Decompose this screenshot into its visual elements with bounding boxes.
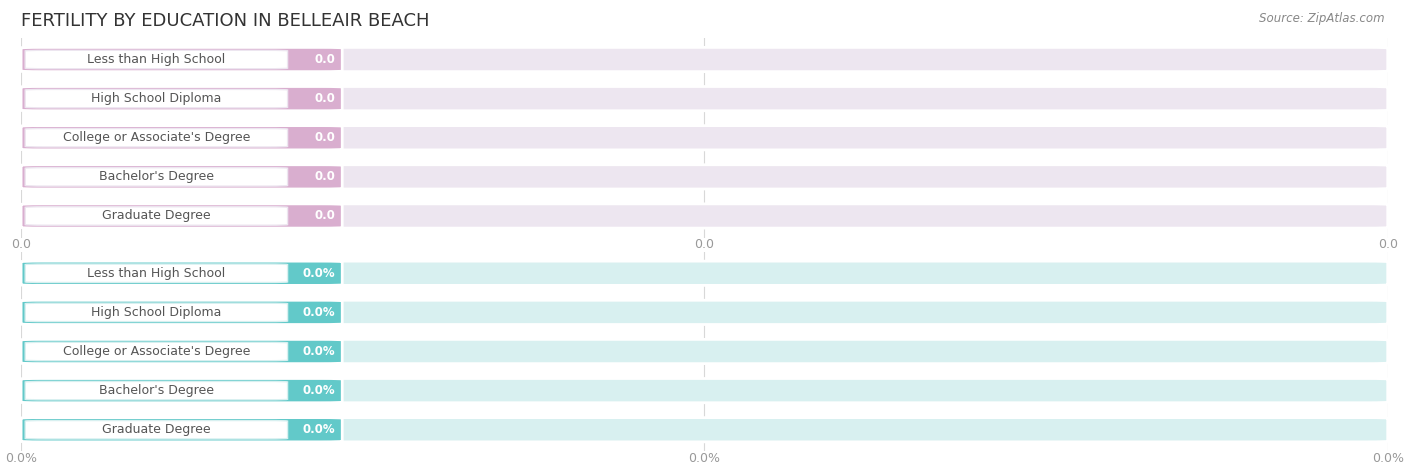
FancyBboxPatch shape <box>21 48 342 72</box>
Text: 0.0%: 0.0% <box>302 384 336 397</box>
FancyBboxPatch shape <box>21 204 342 228</box>
Text: 0.0: 0.0 <box>315 92 336 105</box>
Text: Less than High School: Less than High School <box>87 267 225 280</box>
FancyBboxPatch shape <box>25 420 288 439</box>
FancyBboxPatch shape <box>25 342 288 361</box>
FancyBboxPatch shape <box>25 264 288 283</box>
FancyBboxPatch shape <box>21 86 342 111</box>
Text: Graduate Degree: Graduate Degree <box>103 423 211 436</box>
Text: College or Associate's Degree: College or Associate's Degree <box>63 345 250 358</box>
Text: High School Diploma: High School Diploma <box>91 306 222 319</box>
Text: Graduate Degree: Graduate Degree <box>103 209 211 222</box>
Text: Less than High School: Less than High School <box>87 53 225 66</box>
FancyBboxPatch shape <box>21 86 1388 111</box>
Text: High School Diploma: High School Diploma <box>91 92 222 105</box>
FancyBboxPatch shape <box>21 125 1388 150</box>
FancyBboxPatch shape <box>25 129 288 147</box>
Text: 0.0: 0.0 <box>11 238 31 251</box>
FancyBboxPatch shape <box>21 165 342 189</box>
Text: 0.0%: 0.0% <box>689 452 720 465</box>
FancyBboxPatch shape <box>21 379 1388 403</box>
FancyBboxPatch shape <box>21 125 342 150</box>
FancyBboxPatch shape <box>21 418 1388 442</box>
Text: 0.0: 0.0 <box>1378 238 1398 251</box>
Text: 0.0%: 0.0% <box>6 452 37 465</box>
FancyBboxPatch shape <box>21 339 1388 364</box>
FancyBboxPatch shape <box>21 261 342 285</box>
Text: 0.0: 0.0 <box>315 209 336 222</box>
Text: FERTILITY BY EDUCATION IN BELLEAIR BEACH: FERTILITY BY EDUCATION IN BELLEAIR BEACH <box>21 12 430 30</box>
Text: Bachelor's Degree: Bachelor's Degree <box>98 171 214 183</box>
FancyBboxPatch shape <box>21 261 1388 285</box>
Text: 0.0: 0.0 <box>315 171 336 183</box>
Text: 0.0%: 0.0% <box>302 267 336 280</box>
FancyBboxPatch shape <box>25 168 288 186</box>
Text: Source: ZipAtlas.com: Source: ZipAtlas.com <box>1260 12 1385 25</box>
FancyBboxPatch shape <box>21 204 1388 228</box>
FancyBboxPatch shape <box>21 418 342 442</box>
Text: 0.0: 0.0 <box>695 238 714 251</box>
FancyBboxPatch shape <box>25 207 288 225</box>
FancyBboxPatch shape <box>25 381 288 400</box>
FancyBboxPatch shape <box>25 303 288 322</box>
Text: 0.0%: 0.0% <box>302 306 336 319</box>
FancyBboxPatch shape <box>21 48 1388 72</box>
Text: 0.0%: 0.0% <box>302 423 336 436</box>
Text: 0.0: 0.0 <box>315 131 336 144</box>
Text: Bachelor's Degree: Bachelor's Degree <box>98 384 214 397</box>
Text: 0.0%: 0.0% <box>302 345 336 358</box>
FancyBboxPatch shape <box>25 50 288 69</box>
FancyBboxPatch shape <box>21 339 342 364</box>
FancyBboxPatch shape <box>21 300 342 324</box>
Text: 0.0: 0.0 <box>315 53 336 66</box>
FancyBboxPatch shape <box>21 379 342 403</box>
FancyBboxPatch shape <box>21 165 1388 189</box>
FancyBboxPatch shape <box>21 300 1388 324</box>
Text: College or Associate's Degree: College or Associate's Degree <box>63 131 250 144</box>
Text: 0.0%: 0.0% <box>1372 452 1403 465</box>
FancyBboxPatch shape <box>25 89 288 108</box>
